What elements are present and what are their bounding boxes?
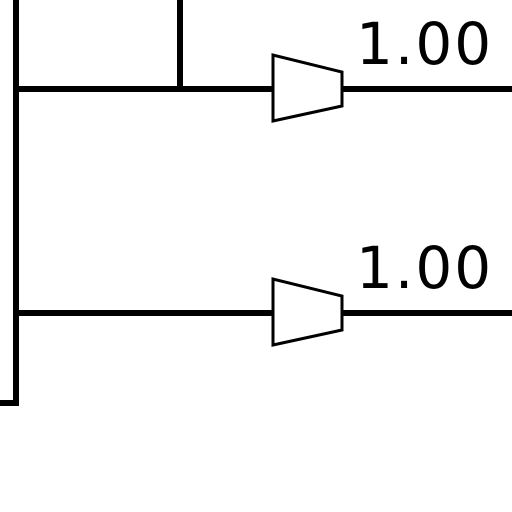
top-amplifier[interactable] (271, 53, 344, 123)
bottom-gain-label: 1.00 (356, 234, 493, 302)
top-gain-label: 1.00 (356, 10, 493, 78)
bottom-amplifier[interactable] (271, 277, 344, 347)
